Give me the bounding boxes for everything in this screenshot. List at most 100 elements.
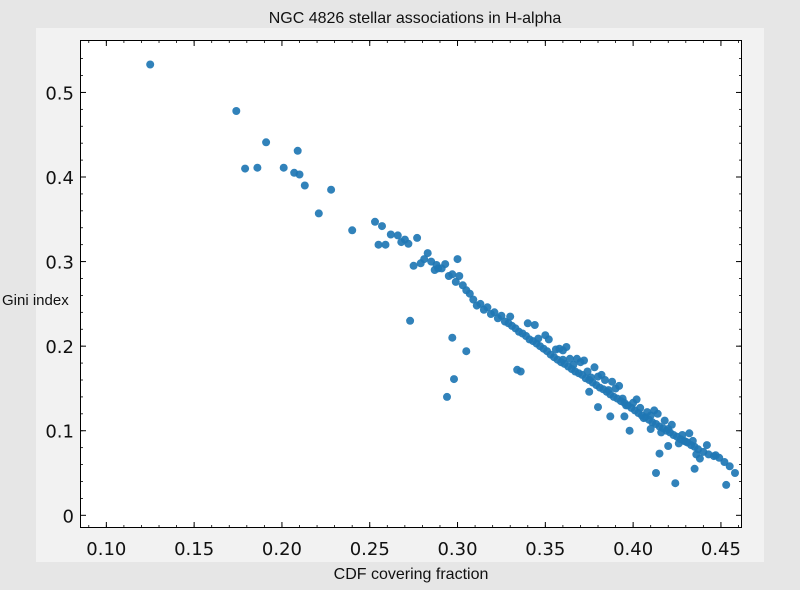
data-point — [692, 450, 701, 459]
data-point — [443, 392, 451, 401]
data-point — [653, 409, 662, 418]
data-point — [572, 354, 581, 363]
x-tick-label: 0.20 — [262, 539, 302, 560]
x-axis-label: CDF covering fraction — [333, 566, 489, 583]
y-tick-label: 0.1 — [45, 422, 74, 443]
data-point — [465, 289, 474, 298]
x-tick-label: 0.35 — [525, 539, 565, 560]
data-point — [490, 308, 499, 317]
data-point — [565, 354, 574, 363]
data-point — [611, 384, 620, 393]
data-point — [146, 60, 155, 69]
data-point — [690, 464, 699, 473]
data-point — [279, 163, 288, 172]
data-point — [671, 479, 680, 488]
data-point — [622, 401, 631, 410]
data-point — [523, 319, 532, 328]
data-point — [608, 377, 617, 386]
data-point — [530, 321, 539, 329]
y-tick-label: 0.5 — [45, 83, 74, 104]
data-point — [469, 295, 478, 304]
data-point — [455, 272, 464, 280]
data-point — [604, 386, 613, 395]
data-point — [327, 185, 336, 194]
data-point — [664, 425, 673, 433]
x-tick-label: 0.45 — [701, 539, 741, 560]
x-tick-label: 0.25 — [350, 539, 390, 560]
data-point — [620, 412, 629, 421]
data-point — [420, 255, 429, 264]
y-tick-label: 0.4 — [45, 168, 74, 189]
data-point — [413, 233, 422, 242]
data-point — [643, 408, 652, 417]
data-point — [639, 414, 648, 423]
data-point — [293, 146, 302, 155]
data-point — [516, 367, 525, 376]
chart-title: NGC 4826 stellar associations in H-alpha — [268, 10, 562, 27]
data-point — [585, 387, 594, 396]
data-point — [558, 355, 567, 364]
data-point — [462, 347, 471, 356]
data-point — [587, 373, 595, 382]
data-point — [618, 394, 627, 403]
plot-area — [80, 40, 742, 528]
data-point — [314, 209, 323, 218]
data-point — [688, 436, 697, 445]
data-point — [453, 255, 462, 264]
data-point — [594, 372, 602, 381]
y-axis-label: Gini index — [2, 292, 69, 309]
data-point — [450, 375, 458, 384]
x-tick-label: 0.15 — [174, 539, 214, 560]
data-point — [678, 431, 687, 439]
data-point — [655, 449, 664, 458]
data-point — [386, 230, 395, 239]
y-tick-label: 0.2 — [45, 337, 74, 358]
data-point — [731, 469, 739, 477]
data-point — [448, 333, 457, 342]
data-point — [432, 261, 441, 269]
data-point — [722, 480, 731, 489]
data-point — [685, 429, 694, 438]
data-point — [681, 437, 690, 446]
data-point — [702, 441, 711, 450]
data-point — [441, 260, 450, 269]
data-point — [506, 312, 515, 321]
data-point — [720, 458, 729, 466]
data-point — [300, 181, 309, 190]
data-point — [483, 303, 492, 312]
data-point — [448, 270, 457, 279]
data-point — [378, 222, 386, 231]
data-point — [555, 344, 564, 353]
data-point — [674, 439, 683, 448]
data-point — [606, 412, 615, 421]
data-point — [601, 376, 609, 384]
data-point — [652, 469, 660, 477]
data-point — [660, 416, 669, 425]
data-point — [371, 217, 379, 226]
data-point — [646, 425, 655, 433]
data-point — [253, 163, 262, 172]
data-point — [348, 226, 357, 235]
data-point — [541, 331, 550, 340]
data-point — [594, 403, 602, 412]
y-tick-label: 0.3 — [45, 253, 74, 274]
data-point — [590, 363, 599, 372]
data-point — [711, 451, 720, 460]
data-point — [657, 428, 666, 437]
data-point — [381, 240, 390, 249]
data-point — [625, 426, 634, 435]
x-tick-label: 0.40 — [613, 539, 653, 560]
data-point — [406, 316, 415, 325]
data-point — [636, 403, 645, 412]
data-point — [393, 231, 402, 240]
data-point — [534, 334, 543, 343]
y-tick-label: 0 — [63, 506, 74, 527]
data-point — [569, 360, 578, 369]
x-tick-label: 0.30 — [437, 539, 477, 560]
data-point — [583, 367, 592, 376]
data-point — [664, 442, 673, 450]
data-point — [262, 138, 271, 147]
data-point — [725, 462, 734, 471]
